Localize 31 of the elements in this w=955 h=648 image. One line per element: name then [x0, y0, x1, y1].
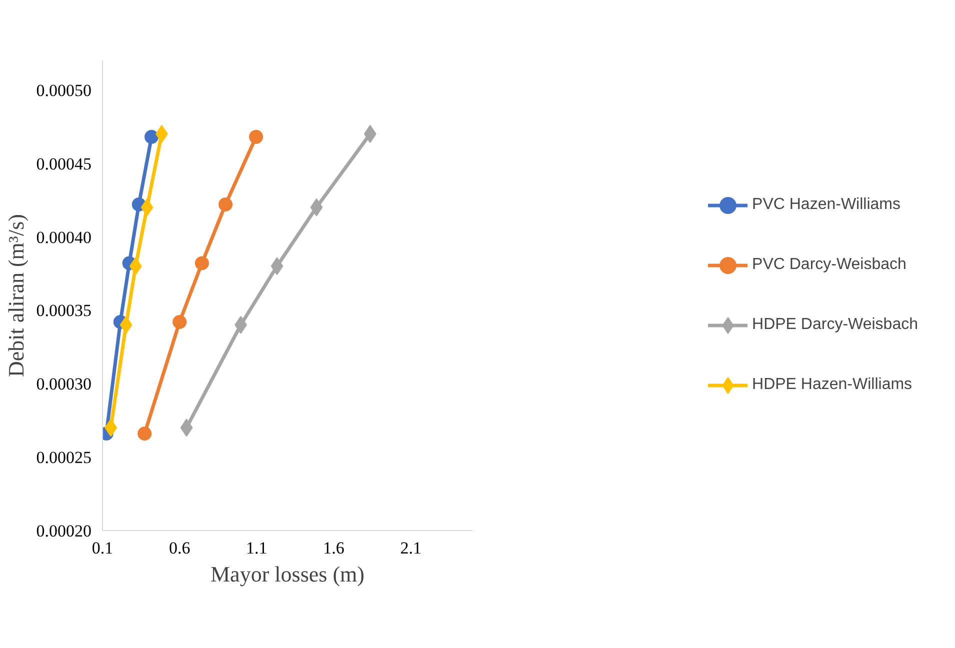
point — [364, 124, 376, 143]
x-tick-label: 0.6 — [168, 538, 190, 558]
x-tick-label: 0.1 — [92, 538, 114, 558]
x-tick-label: 2.1 — [400, 538, 422, 558]
legend-label: PVC Darcy-Weisbach — [752, 255, 906, 275]
y-tick-label: 0.00020 — [36, 522, 92, 540]
y-tick-label: 0.00025 — [36, 448, 92, 468]
legend-label: HDPE Darcy-Weisbach — [752, 315, 918, 335]
x-tick-label: 1.6 — [323, 538, 344, 558]
point — [194, 256, 209, 270]
y-tick-label: 0.00045 — [36, 154, 92, 174]
y-tick-label: 0.00030 — [36, 374, 92, 394]
y-tick-label: 0.00035 — [36, 301, 92, 320]
legend-label: HDPE Hazen-Williams — [752, 375, 912, 395]
y-tick-label: 0.00040 — [36, 228, 92, 247]
point — [270, 257, 284, 276]
point — [310, 198, 323, 216]
legend-label: PVC Hazen-Williams — [752, 195, 900, 215]
point — [180, 418, 193, 437]
x-tick-label: 1.1 — [246, 538, 268, 558]
point — [218, 197, 233, 212]
y-tick-label: 0.00050 — [36, 80, 92, 100]
point — [129, 257, 142, 276]
y-axis-title: Debit aliran (m³/s) — [3, 214, 28, 377]
x-axis-title: Mayor losses (m) — [210, 562, 364, 586]
point — [138, 426, 152, 441]
point — [172, 314, 187, 329]
point — [120, 316, 132, 334]
point — [144, 130, 159, 144]
point — [249, 130, 264, 144]
point — [140, 198, 154, 216]
